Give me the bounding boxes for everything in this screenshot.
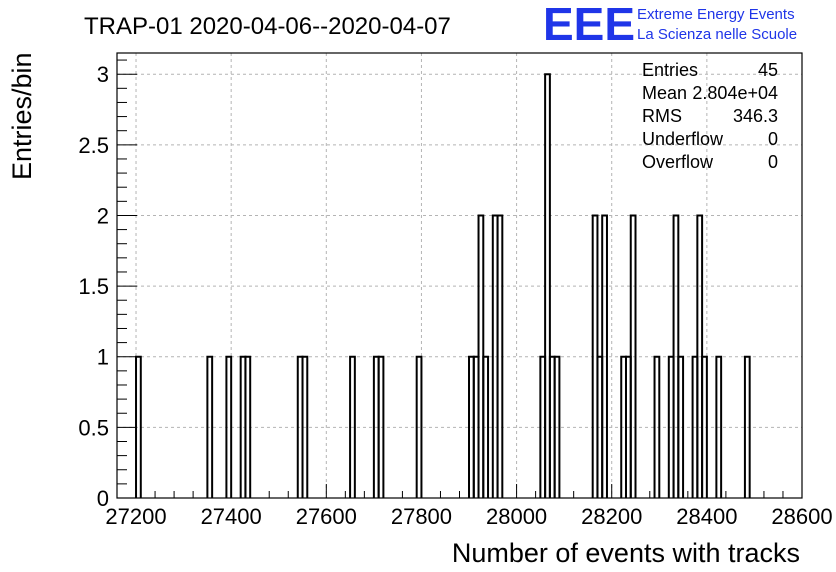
- stat-rms-label: RMS: [642, 106, 682, 126]
- histogram-bin: [225, 355, 233, 498]
- y-tick-label: 3: [97, 62, 109, 87]
- y-tick-label: 1: [97, 345, 109, 370]
- y-tick-label: 0.5: [78, 415, 109, 440]
- plot-frame: [116, 52, 803, 499]
- chart-title: TRAP-01 2020-04-06--2020-04-07: [84, 13, 451, 40]
- stat-underflow-label: Underflow: [642, 129, 724, 149]
- stat-underflow-value: 0: [768, 129, 778, 149]
- eee-logo: EEE Extreme Energy Events La Scienza nel…: [543, 0, 797, 50]
- x-tick-label: 28400: [676, 504, 737, 529]
- tick-layer: 27200 27400 27600 27800 28000 28200 28400 28600…: [78, 59, 833, 529]
- stat-overflow-label: Overflow: [642, 152, 714, 172]
- logo-mark: EEE: [543, 0, 635, 50]
- y-tick-label: 1.5: [78, 274, 109, 299]
- histogram-bin: [377, 355, 385, 498]
- histogram-bin: [244, 355, 252, 498]
- stats-box: Entries 45 Mean 2.804e+04 RMS 346.3 Unde…: [642, 60, 778, 172]
- stat-mean-label: Mean: [642, 83, 687, 103]
- stat-rms-value: 346.3: [733, 106, 778, 126]
- logo-line2: La Scienza nelle Scuole: [637, 26, 797, 43]
- stat-mean-value: 2.804e+04: [692, 83, 778, 103]
- histogram-bin: [206, 355, 214, 498]
- histogram-bin: [544, 73, 551, 498]
- histogram-bin: [301, 355, 309, 498]
- histogram-bin: [415, 355, 423, 498]
- stat-overflow-value: 0: [768, 152, 778, 172]
- x-axis-label: Number of events with tracks: [452, 538, 800, 568]
- y-tick-label: 0: [97, 486, 109, 511]
- x-tick-label: 27400: [201, 504, 262, 529]
- x-tick-label: 28600: [771, 504, 832, 529]
- histogram-bin: [482, 355, 490, 498]
- y-tick-label: 2.5: [78, 133, 109, 158]
- histogram-bin: [715, 355, 723, 498]
- x-tick-label: 28000: [486, 504, 547, 529]
- stat-entries-value: 45: [758, 60, 778, 80]
- logo-line1: Extreme Energy Events: [637, 6, 795, 23]
- stat-entries-label: Entries: [642, 60, 698, 80]
- x-tick-label: 27800: [391, 504, 452, 529]
- grid-layer: [117, 53, 803, 499]
- histogram-bin: [653, 355, 661, 498]
- x-tick-label: 28200: [581, 504, 642, 529]
- x-tick-label: 27200: [105, 504, 166, 529]
- x-tick-label: 27600: [296, 504, 357, 529]
- histogram-bin: [553, 355, 561, 498]
- histogram-bin: [601, 214, 608, 498]
- histogram-bin: [496, 214, 504, 498]
- y-axis-label: Entries/bin: [7, 52, 37, 180]
- histogram-bin: [743, 355, 751, 498]
- histogram-bin: [701, 355, 708, 498]
- histogram-bin: [629, 214, 637, 498]
- histogram-bin: [677, 355, 685, 498]
- y-tick-label: 2: [97, 203, 109, 228]
- histogram-bin: [349, 355, 356, 498]
